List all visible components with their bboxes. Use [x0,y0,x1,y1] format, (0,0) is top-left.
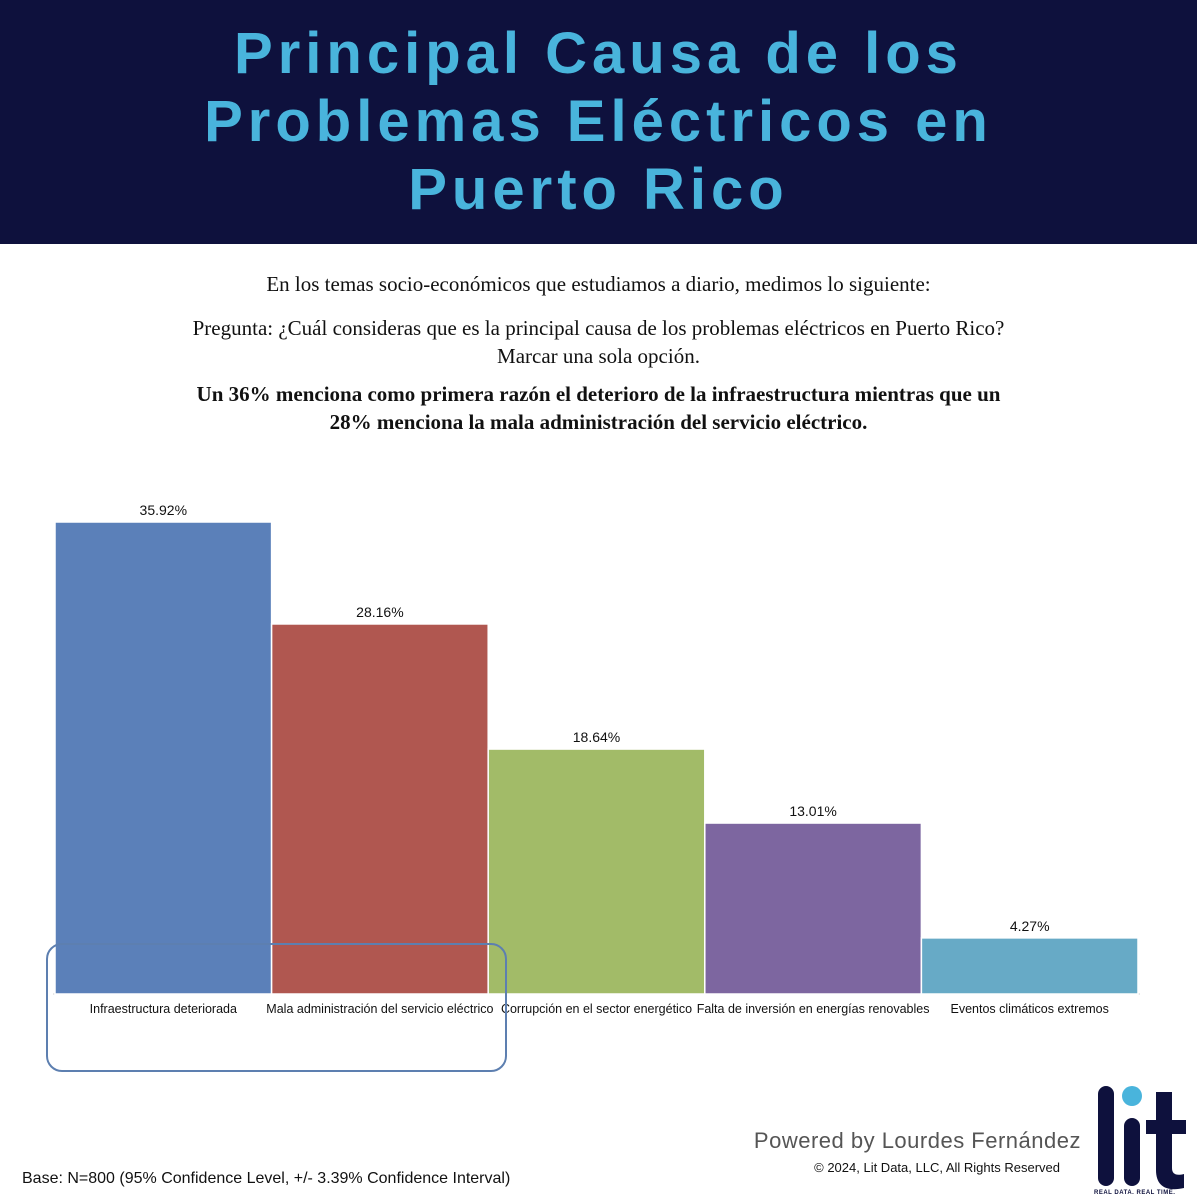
lit-logo [1098,1086,1186,1190]
bar [270,623,489,995]
bar [704,822,923,995]
category-label: Falta de inversión en energías renovable… [697,1002,930,1016]
data-label: 13.01% [789,803,836,819]
highlight-box [46,943,507,1072]
category-label: Infraestructura deteriorada [90,1002,237,1016]
intro-text: En los temas socio-económicos que estudi… [266,272,931,296]
powered-by: Powered by Lourdes Fernández [753,1128,1081,1153]
header-banner: Principal Causa de los Problemas Eléctri… [0,0,1197,244]
base-note: Base: N=800 (95% Confidence Level, +/- 3… [22,1170,511,1187]
page-title: Principal Causa de los Problemas Eléctri… [204,21,993,222]
category-label: Mala administración del servicio eléctri… [266,1002,493,1016]
survey-question: Pregunta: ¿Cuál consideras que es la pri… [192,316,1005,368]
data-label: 4.27% [1010,918,1050,934]
category-label: Corrupción en el sector energético [501,1002,692,1016]
data-label: 18.64% [573,729,620,745]
bar [487,748,706,995]
bar [54,521,273,995]
logo-tagline: REAL DATA. REAL TIME. [1094,1190,1176,1196]
category-label: Eventos climáticos extremos [951,1002,1109,1016]
data-label: 35.92% [140,502,187,518]
data-label: 28.16% [356,604,403,620]
key-finding: Un 36% menciona como primera razón el de… [196,382,1001,434]
copyright: © 2024, Lit Data, LLC, All Rights Reserv… [814,1160,1060,1175]
bar [920,937,1139,995]
bar-chart: 35.92% Infraestructura deteriorada 28.16% M… [53,502,1140,1016]
